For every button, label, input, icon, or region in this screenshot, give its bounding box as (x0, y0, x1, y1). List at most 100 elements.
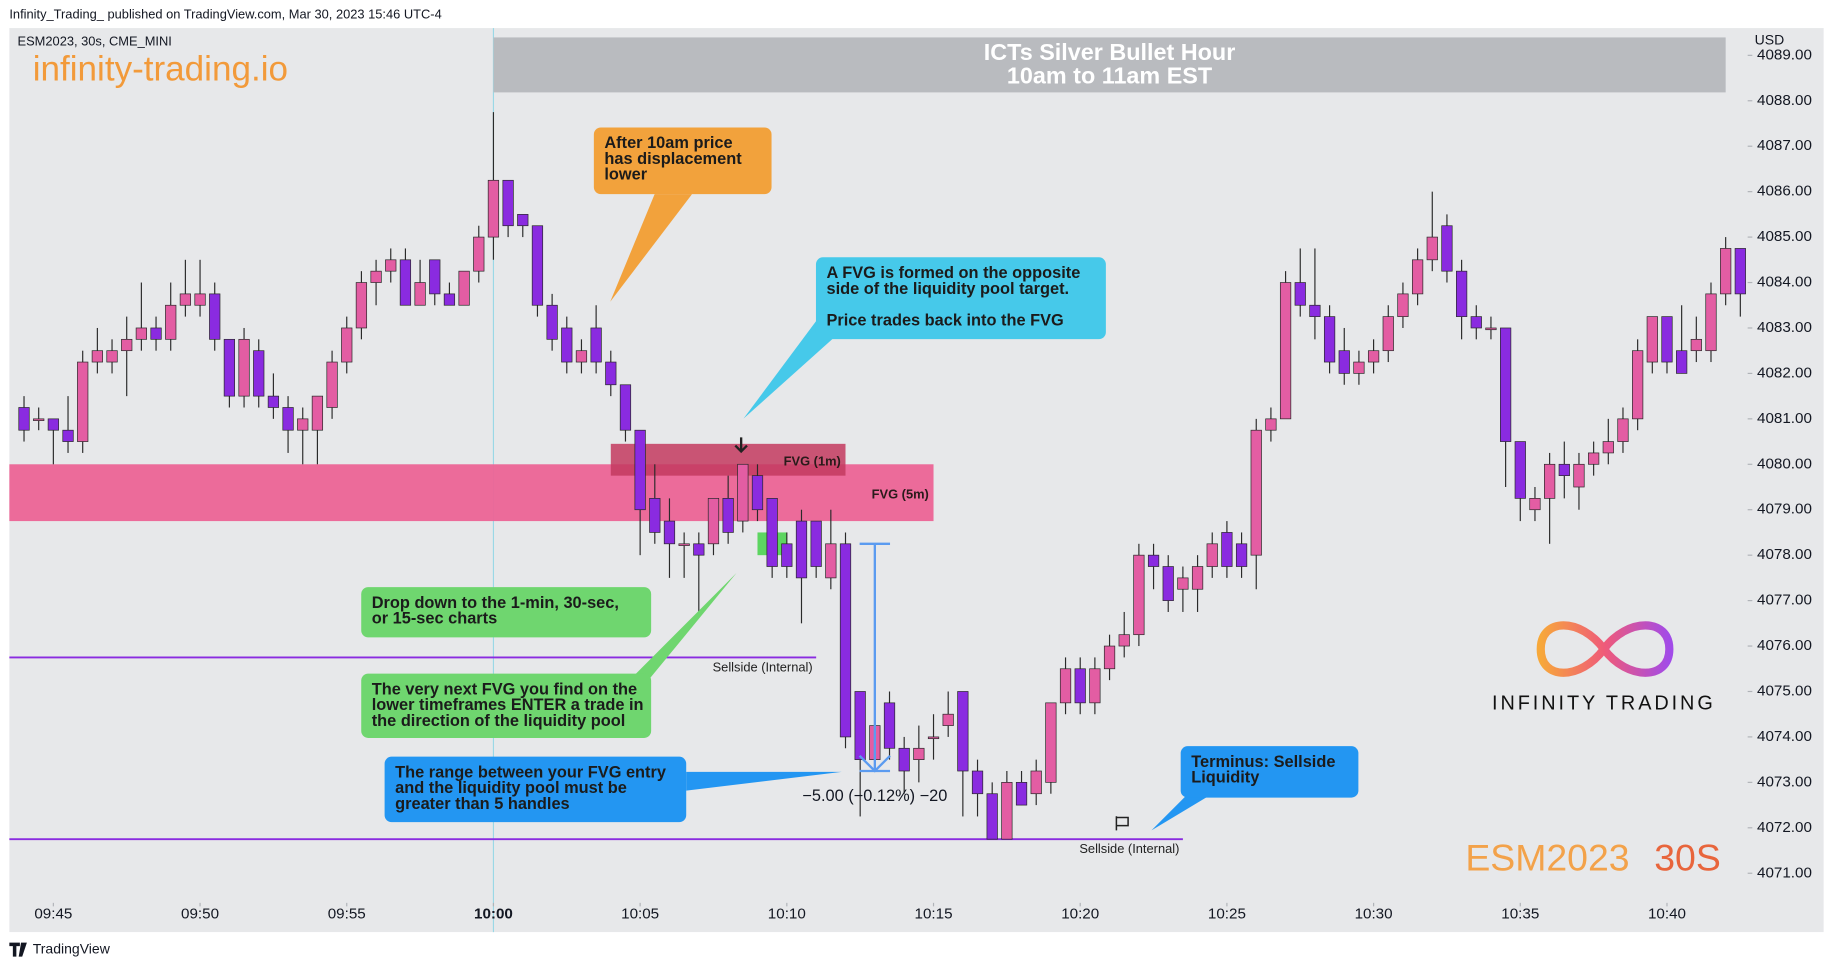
footer-logo (9, 942, 27, 957)
y-tick-label: 4086.00 (1757, 183, 1812, 200)
candle-body (795, 520, 808, 579)
badge-interval: 30S (1654, 837, 1721, 879)
candle-body (957, 691, 969, 772)
candle-body (883, 702, 896, 749)
callout-text: Terminus: Sellside (1191, 753, 1335, 771)
x-tick-label: 10:25 (1208, 906, 1246, 923)
candle-body (1133, 554, 1145, 636)
publish-header: Infinity_Trading_ published on TradingVi… (9, 7, 441, 22)
candle-body (1705, 293, 1717, 352)
candle-body (810, 520, 822, 567)
candle-body (121, 338, 133, 352)
y-tick-label: 4083.00 (1757, 319, 1812, 336)
footer-brand: TradingView (33, 940, 111, 956)
fvg-label: FVG (1m) (784, 453, 841, 468)
candle-body (1162, 566, 1174, 601)
x-tick-label: 09:55 (328, 906, 366, 923)
y-tick-label: 4088.00 (1757, 92, 1812, 109)
banner-box (493, 37, 1726, 93)
candle-body (1191, 566, 1204, 590)
candle-body (91, 350, 103, 363)
candle-body (473, 236, 485, 272)
y-tick-label: 4079.00 (1757, 501, 1812, 518)
candle-body (707, 498, 720, 545)
candle-body (1338, 350, 1350, 374)
candle-body (458, 270, 470, 306)
candle-body (106, 350, 118, 363)
candle-body (1676, 350, 1688, 374)
candle-body (1309, 304, 1321, 317)
callout-text: greater than 5 handles (395, 795, 570, 813)
badge-symbol: ESM2023 (1465, 837, 1629, 879)
candle-body (751, 475, 764, 511)
candle-body (502, 179, 514, 227)
callout-text: A FVG is formed on the opposite (826, 264, 1080, 282)
candle-body (825, 543, 837, 579)
candle-body (399, 259, 412, 306)
candle-body (1001, 782, 1013, 840)
fvg-label: FVG (5m) (872, 486, 929, 501)
fvg-zone (610, 443, 846, 476)
candle-body (1558, 463, 1570, 476)
callout-box (593, 127, 772, 195)
measure-label: −5.00 (−0.12%) −20 (802, 787, 947, 805)
candle-body (209, 293, 221, 340)
callout-text: Price trades back into the FVG (826, 311, 1063, 329)
candle-body (311, 395, 324, 431)
candle-body (605, 361, 617, 386)
candle-body (77, 361, 89, 442)
callout-pointer (686, 771, 842, 791)
candle-body (678, 543, 690, 546)
candle-body (62, 429, 74, 442)
callout-text: or 15-sec charts (372, 610, 497, 628)
callout-pointer (743, 318, 833, 419)
candle-body (1367, 350, 1380, 363)
y-tick-label: 4073.00 (1757, 773, 1812, 790)
candle-body (1074, 668, 1086, 704)
candle-body (1690, 338, 1702, 352)
candle-body (590, 327, 602, 363)
callout-pointer (631, 573, 737, 679)
candle-body (33, 418, 45, 421)
candle-body (282, 407, 294, 431)
candle-body (722, 498, 734, 533)
callout-text: The very next FVG you find on the (372, 680, 637, 698)
candle-body (1015, 782, 1028, 806)
candle-body (1588, 452, 1600, 465)
callout-text: has displacement (604, 150, 742, 168)
candle-body (253, 350, 265, 397)
y-tick-label: 4087.00 (1757, 137, 1812, 154)
banner-text: ICTs Silver Bullet Hour (984, 39, 1235, 65)
x-tick-label: 10:15 (915, 906, 953, 923)
candle-body (737, 463, 749, 522)
callout-box (361, 587, 652, 638)
candle-body (18, 407, 30, 431)
candle-body (781, 543, 793, 567)
candle-body (649, 498, 661, 533)
candle-body (194, 293, 206, 306)
candle-body (898, 747, 910, 772)
candle-body (1734, 248, 1746, 295)
candle-body (986, 793, 998, 840)
candle-body (1221, 532, 1233, 567)
candle-body (165, 304, 177, 340)
callout-box (384, 756, 687, 823)
candle-body (1470, 316, 1482, 329)
callout-text: The range between your FVG entry (395, 763, 667, 781)
candle-body (1646, 316, 1658, 363)
candle-body (839, 543, 852, 738)
x-tick-label: 10:05 (621, 906, 659, 923)
candle-body (561, 327, 573, 363)
candle-body (1030, 770, 1042, 795)
candle-body (634, 429, 646, 511)
x-tick-label: 10:00 (474, 906, 513, 923)
candle-body (1411, 259, 1424, 295)
candle-body (1059, 668, 1072, 704)
y-tick-label: 4082.00 (1757, 364, 1812, 381)
candle-body (1323, 316, 1336, 363)
candle-body (1500, 327, 1512, 442)
candle-body (971, 770, 984, 795)
level-label: Sellside (Internal) (713, 659, 813, 674)
candle-body (1177, 577, 1189, 590)
